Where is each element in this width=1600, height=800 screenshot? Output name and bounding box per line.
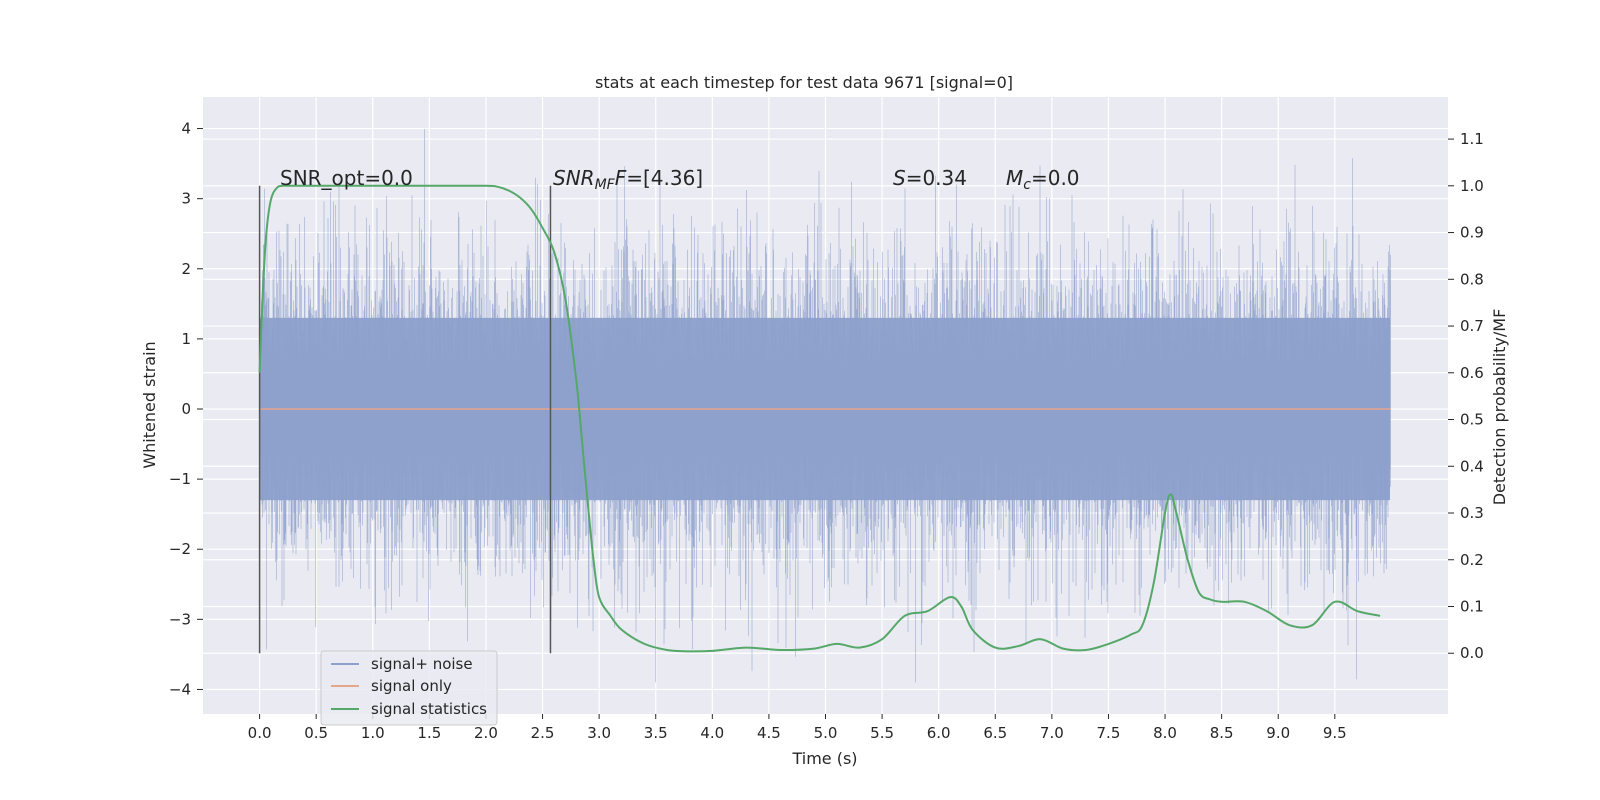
x-tick-label: 7.0 — [1040, 724, 1064, 742]
x-tick-label: 0.0 — [248, 724, 272, 742]
x-tick-label: 8.0 — [1153, 724, 1177, 742]
annotation-snr-mf-f: F — [615, 166, 627, 190]
annotation-mc: Mc=0.0 — [1006, 166, 1080, 193]
annotation-s-value: =0.34 — [906, 166, 967, 190]
y2-tick-label: 0.7 — [1460, 317, 1484, 335]
legend: signal+ noise signal only signal statist… — [320, 650, 498, 726]
x-axis-ticks: 0.0 0.5 1.0 1.5 2.0 2.5 3.0 3.5 4.0 4.5 5.0 5.5 6.0 6… — [248, 714, 1347, 742]
annotation-s: S=0.34 — [893, 166, 967, 190]
x-tick-label: 8.5 — [1210, 724, 1234, 742]
x-tick-label: 1.5 — [417, 724, 441, 742]
annotation-snr-mf: SNRMFF=[4.36] — [553, 166, 703, 193]
y2-tick-label: 0.4 — [1460, 457, 1484, 475]
y2-tick-label: 0.0 — [1460, 644, 1484, 662]
annotation-mc-subscript: c — [1023, 177, 1031, 193]
annotation-snr-mf-symbol: SNR — [553, 166, 595, 190]
y-tick-label: 3 — [181, 190, 191, 208]
stats-curve — [258, 184, 1381, 653]
x-tick-label: 3.0 — [587, 724, 611, 742]
x-tick-label: 7.5 — [1097, 724, 1121, 742]
y-tick-label: −3 — [169, 610, 191, 628]
y2-tick-label: 1.0 — [1460, 177, 1484, 195]
y-axis-ticks: 4 3 2 1 0 −1 −2 −3 −4 — [169, 120, 203, 698]
annotation-snr-opt: SNR_opt=0.0 — [280, 166, 413, 190]
y2-tick-label: 0.5 — [1460, 411, 1484, 429]
x-tick-label: 9.5 — [1323, 724, 1347, 742]
y2-tick-label: 1.1 — [1460, 130, 1484, 148]
chart-title: stats at each timestep for test data 967… — [595, 73, 1013, 92]
y-tick-label: 0 — [181, 400, 191, 418]
y2-tick-label: 0.9 — [1460, 224, 1484, 242]
annotation-mc-value: =0.0 — [1031, 166, 1080, 190]
y2-tick-label: 0.3 — [1460, 504, 1484, 522]
y-tick-label: −2 — [169, 540, 191, 558]
annotation-snr-mf-subscript: MF — [595, 177, 616, 193]
y-axis-label: Whitened strain — [140, 341, 159, 468]
x-tick-label: 9.0 — [1266, 724, 1290, 742]
x-tick-label: 4.0 — [700, 724, 724, 742]
annotation-mc-symbol: M — [1006, 166, 1023, 190]
x-tick-label: 5.5 — [870, 724, 894, 742]
y2-tick-label: 0.8 — [1460, 270, 1484, 288]
marker-lines — [258, 185, 552, 654]
legend-label-noise: signal+ noise — [371, 655, 473, 673]
y-tick-label: 4 — [181, 120, 191, 138]
y2-tick-label: 0.6 — [1460, 364, 1484, 382]
x-tick-label: 6.5 — [983, 724, 1007, 742]
y2-axis-ticks: 1.1 1.0 0.9 0.8 0.7 0.6 0.5 0.4 0.3 0.2 0.1 0.0 — [1448, 130, 1484, 662]
legend-label-signal: signal only — [371, 677, 452, 695]
series-signal-statistics — [258, 184, 1381, 653]
x-tick-label: 3.5 — [644, 724, 668, 742]
y-tick-label: 2 — [181, 260, 191, 278]
annotation-snr-mf-value: =[4.36] — [626, 166, 703, 190]
x-tick-label: 6.0 — [927, 724, 951, 742]
x-tick-label: 4.5 — [757, 724, 781, 742]
annotation-s-symbol: S — [893, 166, 906, 190]
x-tick-label: 1.0 — [361, 724, 385, 742]
annotations: SNR_opt=0.0 SNRMFF=[4.36] S=0.34 Mc=0.0 — [280, 166, 1080, 193]
y-tick-label: −4 — [169, 680, 191, 698]
x-tick-label: 5.0 — [814, 724, 838, 742]
x-tick-label: 2.5 — [531, 724, 555, 742]
x-tick-label: 2.0 — [474, 724, 498, 742]
y2-axis-label: Detection probability/MF — [1490, 309, 1509, 506]
y-tick-label: 1 — [181, 330, 191, 348]
y2-tick-label: 0.2 — [1460, 551, 1484, 569]
x-axis-label: Time (s) — [791, 749, 857, 768]
legend-label-stats: signal statistics — [371, 700, 487, 718]
y2-tick-label: 0.1 — [1460, 597, 1484, 615]
y-tick-label: −1 — [169, 470, 191, 488]
x-tick-label: 0.5 — [304, 724, 328, 742]
legend-box — [320, 650, 498, 726]
